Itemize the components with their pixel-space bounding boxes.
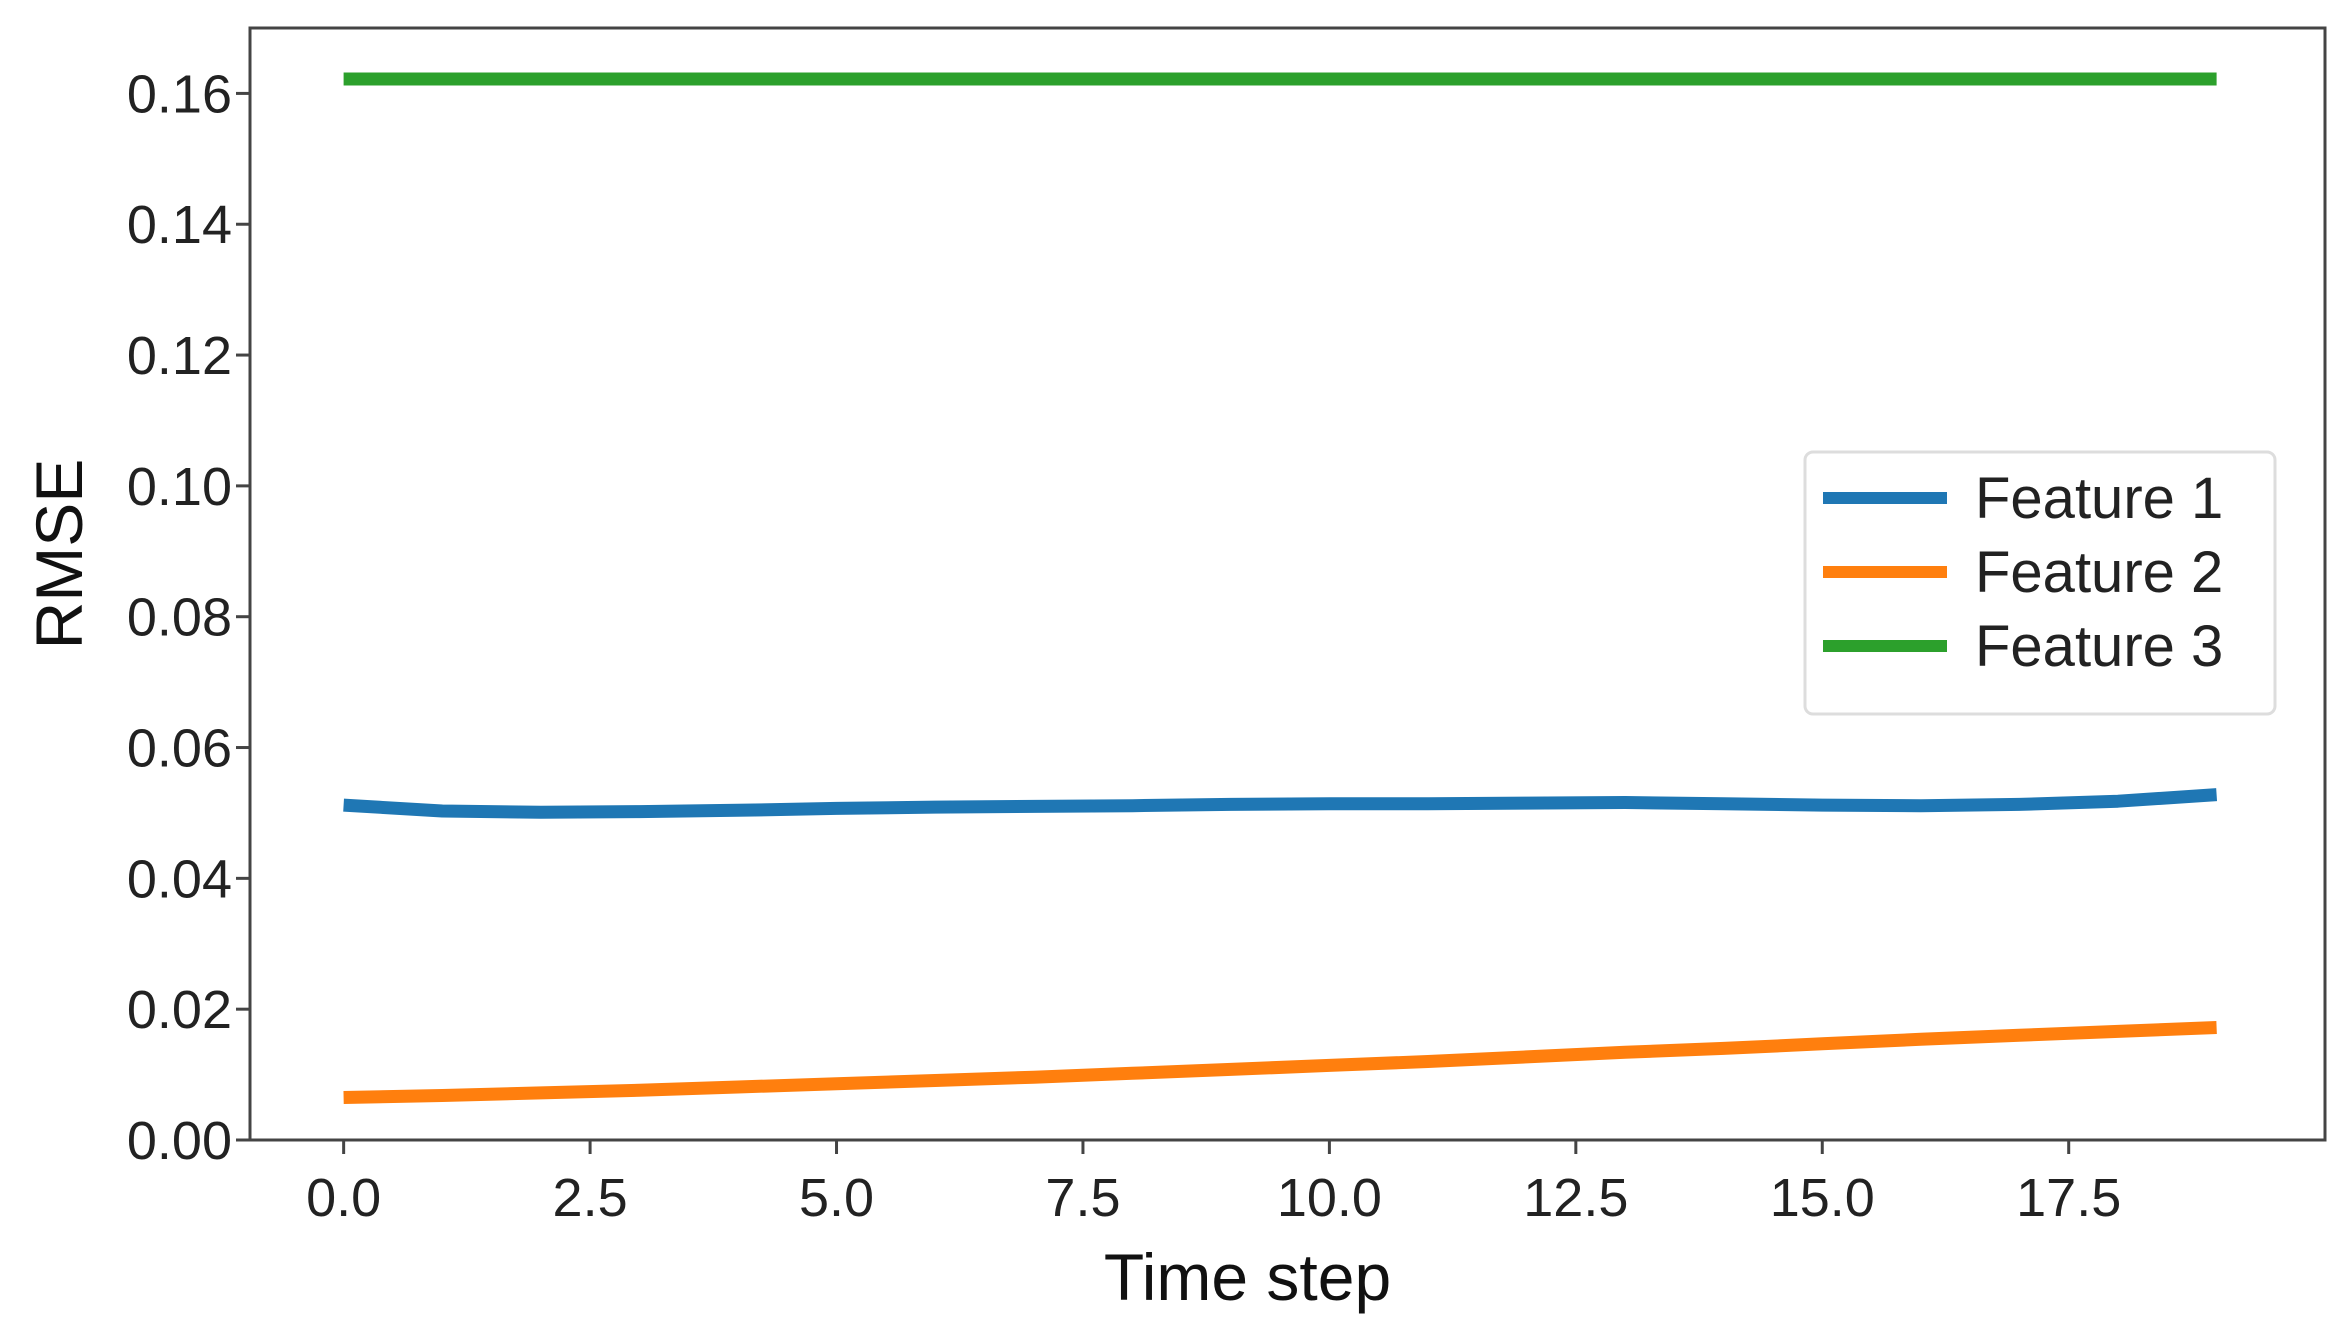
y-tick-label: 0.04	[127, 849, 232, 909]
legend: Feature 1 Feature 2 Feature 3	[1803, 450, 2277, 716]
y-axis: 0.00 0.02 0.04 0.06 0.08 0.10 0.12 0.14 0.16	[127, 64, 250, 1171]
y-tick-label: 0.06	[127, 719, 232, 779]
x-tick-label: 12.5	[1523, 1168, 1628, 1228]
x-tick-label: 0.0	[306, 1168, 381, 1228]
x-axis-title: Time step	[1104, 1240, 1391, 1314]
x-tick-label: 15.0	[1770, 1168, 1875, 1228]
x-tick-label: 2.5	[553, 1168, 628, 1228]
x-axis: 0.0 2.5 5.0 7.5 10.0 12.5 15.0 17.5	[306, 1140, 2121, 1228]
y-tick-label: 0.12	[127, 326, 232, 386]
series-line-2	[343, 1021, 2217, 1104]
y-axis-title: RMSE	[22, 459, 96, 650]
y-tick-label: 0.16	[127, 64, 232, 124]
legend-label: Feature 3	[1975, 614, 2223, 679]
series-layer	[343, 72, 2218, 1104]
series-line-1	[343, 788, 2218, 819]
y-tick-label: 0.14	[127, 195, 232, 255]
y-tick-label: 0.00	[127, 1111, 232, 1171]
x-tick-label: 17.5	[2016, 1168, 2121, 1228]
x-tick-label: 5.0	[799, 1168, 874, 1228]
y-tick-label: 0.10	[127, 457, 232, 517]
y-tick-label: 0.02	[127, 980, 232, 1040]
legend-label: Feature 1	[1975, 466, 2223, 531]
x-tick-label: 7.5	[1045, 1168, 1120, 1228]
x-tick-label: 10.0	[1277, 1168, 1382, 1228]
plot-frame	[248, 26, 2327, 1142]
y-tick-label: 0.08	[127, 588, 232, 648]
legend-label: Feature 2	[1975, 540, 2223, 605]
